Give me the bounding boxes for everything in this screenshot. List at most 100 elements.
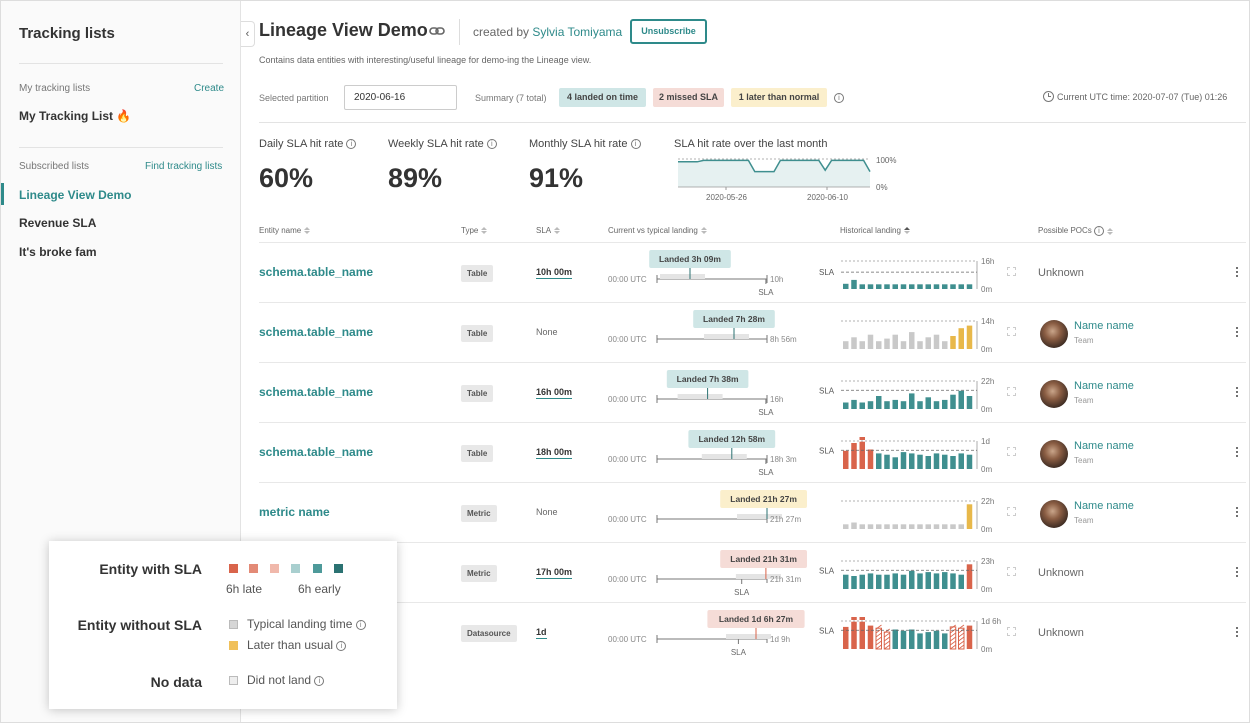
col-header-entity[interactable]: Entity name (259, 226, 310, 235)
poc-name-link[interactable]: Name name (1074, 380, 1134, 392)
col-header-sla[interactable]: SLA (536, 226, 560, 235)
history-bar (859, 341, 865, 349)
history-bar (933, 401, 940, 409)
info-icon[interactable]: i (630, 139, 641, 150)
type-badge: Table (461, 385, 494, 402)
expand-icon[interactable] (1007, 327, 1016, 336)
history-bar (966, 284, 973, 289)
legend-swatch (313, 564, 322, 573)
history-bar (942, 454, 948, 469)
page-title: Lineage View Demo (259, 20, 428, 40)
sidebar-item-lineage-view-demo[interactable]: Lineage View Demo (19, 188, 132, 202)
col-header-landing[interactable]: Current vs typical landing (608, 226, 707, 235)
sparkline-top-label: 100% (876, 156, 896, 165)
history-bar (909, 570, 915, 589)
col-header-type[interactable]: Type (461, 226, 487, 235)
entity-name-link[interactable]: schema.table_name (259, 265, 374, 279)
poc-name-link[interactable]: Name name (1074, 320, 1134, 332)
info-icon[interactable]: i (355, 619, 366, 630)
zero-utc-label: 00:00 UTC (608, 275, 647, 284)
sidebar-item-its-broke-fam[interactable]: It's broke fam (19, 245, 97, 259)
history-bar (925, 524, 931, 529)
history-bar (876, 284, 882, 289)
poc-team: Team (1074, 396, 1094, 405)
poc-name-link[interactable]: Name name (1074, 500, 1134, 512)
history-bar-hatch (950, 644, 956, 650)
history-bar (892, 629, 898, 649)
legend-popup: Entity with SLA 6h late 6h early Entity … (49, 541, 397, 709)
divider (259, 122, 1246, 123)
history-bar (909, 629, 915, 649)
expand-icon[interactable] (1007, 387, 1016, 396)
entity-name-link[interactable]: schema.table_name (259, 325, 374, 339)
more-options-icon[interactable] (1234, 626, 1240, 640)
info-icon[interactable]: i (1094, 226, 1105, 236)
history-zero-label: 0m (981, 645, 992, 654)
more-options-icon[interactable] (1234, 266, 1240, 280)
expand-icon[interactable] (1007, 507, 1016, 516)
landing-timeline: 00:00 UTC Landed 12h 58m 18h 3m SLA (608, 430, 797, 477)
entity-name-link[interactable]: schema.table_name (259, 385, 374, 399)
summary-pill-missed-sla[interactable]: 2 missed SLA (653, 88, 724, 107)
weekly-sla-label-text: Weekly SLA hit rate (388, 138, 484, 150)
history-bar (867, 284, 874, 289)
history-top-label: 1d 6h (981, 617, 1001, 626)
history-bar-hatch (950, 632, 956, 638)
history-bar (884, 401, 890, 409)
history-bar (867, 573, 874, 589)
history-bar (867, 449, 874, 469)
history-bar-hatch (958, 636, 965, 642)
info-icon[interactable]: i (486, 139, 497, 150)
expand-icon[interactable] (1007, 627, 1016, 636)
col-header-historical[interactable]: Historical landing (840, 226, 910, 235)
creator-link[interactable]: Sylvia Tomiyama (532, 25, 623, 39)
entity-name-link[interactable]: metric name (259, 505, 330, 519)
partition-date-input[interactable]: 2020-06-16 (344, 85, 457, 110)
more-options-icon[interactable] (1234, 566, 1240, 580)
history-bar (884, 454, 890, 469)
sidebar-item-my-tracking-list[interactable]: My Tracking List 🔥 (19, 109, 132, 123)
history-bar (958, 284, 964, 289)
info-icon[interactable]: i (834, 93, 844, 103)
info-icon[interactable]: i (314, 675, 325, 686)
monthly-sla-value: 91% (529, 163, 584, 193)
zero-utc-label: 00:00 UTC (608, 515, 647, 524)
info-icon[interactable]: i (336, 640, 347, 651)
summary-pill-later-than-normal[interactable]: 1 later than normal (731, 88, 827, 107)
link-icon[interactable] (429, 23, 445, 39)
col-header-pocs[interactable]: Possible POCs i (1038, 226, 1113, 236)
more-options-icon[interactable] (1234, 446, 1240, 460)
history-bar-hatch (950, 636, 956, 642)
find-tracking-lists-link[interactable]: Find tracking lists (145, 161, 223, 172)
table-row: schema.table_name Table 10h 00m 00:00 UTC La… (259, 242, 1246, 302)
history-bar (859, 441, 865, 469)
more-options-icon[interactable] (1234, 506, 1240, 520)
poc-team: Team (1074, 336, 1094, 345)
expand-icon[interactable] (1007, 567, 1016, 576)
expand-icon[interactable] (1007, 267, 1016, 276)
history-bar-hatch (884, 628, 890, 634)
more-options-icon[interactable] (1234, 326, 1240, 340)
typical-landing-range (660, 274, 705, 279)
history-bar (900, 574, 907, 589)
unsubscribe-button[interactable]: Unsubscribe (630, 19, 707, 44)
legend-swatch-typical (229, 620, 238, 629)
expand-icon[interactable] (1007, 447, 1016, 456)
history-bar (876, 341, 882, 349)
timeline-end-label: 8h 56m (770, 335, 797, 344)
entity-name-link[interactable]: schema.table_name (259, 445, 374, 459)
create-link[interactable]: Create (194, 83, 225, 94)
poc-name-link[interactable]: Name name (1074, 440, 1134, 452)
history-bar-overflow (851, 617, 857, 620)
history-bar (900, 401, 907, 409)
collapse-sidebar-button[interactable]: ‹ (241, 21, 255, 47)
summary-pill-on-time[interactable]: 4 landed on time (559, 88, 646, 107)
historical-landing-chart: SLA 23h 0m (819, 557, 994, 594)
daily-sla-label: Daily SLA hit rate i (259, 138, 357, 150)
sidebar-item-revenue-sla[interactable]: Revenue SLA (19, 216, 97, 230)
more-options-icon[interactable] (1234, 386, 1240, 400)
info-icon[interactable]: i (346, 139, 357, 150)
history-bar (909, 332, 915, 349)
sparkline-date-label: 2020-06-10 (807, 193, 848, 202)
type-badge: Table (461, 325, 494, 342)
